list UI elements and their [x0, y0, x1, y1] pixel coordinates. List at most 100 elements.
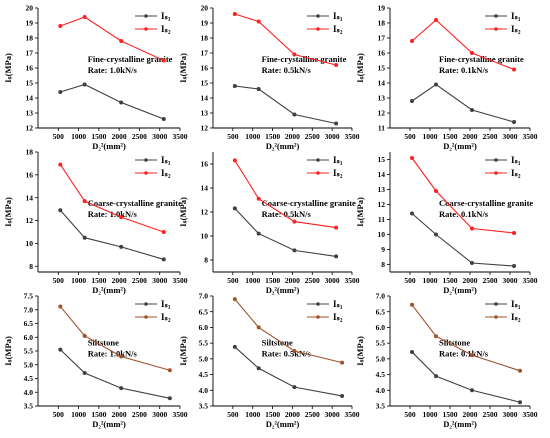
legend-swatch-marker [494, 158, 498, 162]
series-line-2 [59, 164, 164, 233]
legend-swatch-marker [144, 27, 148, 31]
data-point [518, 400, 522, 405]
y-tick-label: 10 [201, 232, 209, 241]
data-point [119, 354, 124, 359]
y-tick-label: 6.0 [376, 323, 386, 332]
x-tick-label: 1500 [91, 132, 106, 141]
y-tick-label: 15 [378, 64, 386, 73]
y-tick-label: 7.0 [376, 292, 386, 301]
data-point [292, 52, 297, 57]
y-tick-label: 5.0 [199, 354, 209, 363]
x-tick-label: 2000 [285, 132, 300, 141]
legend-label: Iₛ₁ [333, 299, 343, 309]
y-tick-label: 4.0 [199, 386, 209, 395]
data-point [161, 58, 166, 63]
y-tick-label: 7.5 [24, 292, 34, 301]
x-tick-label: 500 [404, 410, 416, 419]
data-point [518, 368, 522, 373]
y-tick-label: 13 [378, 185, 386, 194]
x-tick-label: 1000 [245, 276, 260, 285]
x-tick-label: 3500 [523, 410, 538, 419]
y-tick-label: 8 [204, 256, 208, 265]
chart-panel-6: 8 9 10 11 12 13 14 15 500 1000 1500 2000 2500 3000 350… [355, 152, 538, 295]
rock-type-label: Coarse-crystalline granite [262, 198, 356, 208]
y-tick-label: 15 [201, 79, 209, 88]
legend-label: Iₛ₂ [161, 312, 171, 322]
y-tick-label: 19 [26, 19, 34, 28]
data-point [256, 325, 261, 330]
data-point [434, 189, 438, 193]
y-tick-label: 16 [201, 160, 209, 169]
legend-swatch-marker [494, 315, 498, 319]
y-tick-label: 13 [201, 109, 209, 118]
data-point [470, 108, 474, 112]
x-tick-label: 2000 [463, 276, 478, 285]
y-tick-label: 17 [378, 34, 386, 43]
legend-label: Iₛ₁ [161, 155, 171, 165]
x-tick-label: 1000 [423, 132, 438, 141]
series-line-1 [60, 83, 164, 120]
y-tick-label: 5.5 [199, 339, 209, 348]
x-tick-label: 500 [404, 276, 416, 285]
x-tick-label: 3500 [345, 132, 360, 141]
data-point [512, 231, 516, 235]
loading-rate-label: Rate: 0.5kN/s [262, 349, 312, 359]
data-point [512, 120, 516, 124]
legend-swatch-marker [316, 171, 320, 175]
x-tick-label: 2000 [112, 132, 127, 141]
x-tick-label: 1000 [245, 410, 260, 419]
x-tick-label: 1000 [71, 410, 86, 419]
legend-label: Iₛ₁ [161, 299, 171, 309]
y-tick-label: 12 [26, 124, 34, 133]
legend-label: Iₛ₂ [333, 312, 343, 322]
x-tick-label: 1000 [423, 276, 438, 285]
y-tick-label: 18 [26, 148, 34, 157]
y-axis-title: Iₛ(MPa) [3, 53, 13, 83]
legend-label: Iₛ₁ [333, 11, 343, 21]
data-point [232, 12, 237, 16]
series-line-1 [234, 346, 343, 397]
x-tick-label: 2000 [463, 410, 478, 419]
legend-label: Iₛ₁ [511, 11, 521, 21]
y-tick-label: 14 [378, 170, 386, 179]
legend-swatch-marker [144, 302, 148, 306]
x-tick-label: 2500 [483, 410, 498, 419]
x-tick-label: 500 [53, 276, 65, 285]
series-line-2 [234, 160, 337, 229]
legend-label: Iₛ₂ [511, 168, 521, 178]
series-line-2 [411, 157, 515, 234]
data-point [119, 39, 124, 43]
series-line-2 [234, 298, 343, 364]
data-point [58, 304, 63, 309]
chart-panel-3: 11 12 13 14 15 16 17 18 19 500 1000 1500 2000 2500 300… [355, 4, 538, 151]
data-point [470, 353, 474, 358]
data-point [119, 100, 124, 105]
x-axis-title: D₂²(mm²) [443, 141, 477, 151]
data-point [292, 385, 297, 390]
data-point [232, 344, 237, 349]
data-point [470, 261, 474, 265]
loading-rate-label: Rate: 0.1kN/s [439, 209, 489, 219]
y-tick-label: 16 [26, 170, 34, 179]
data-point [334, 254, 339, 259]
x-tick-label: 2000 [463, 132, 478, 141]
y-tick-label: 12 [201, 124, 209, 133]
x-axis-title: D₂²(mm²) [443, 419, 477, 429]
legend-label: Iₛ₁ [511, 155, 521, 165]
series-line-2 [411, 304, 521, 372]
legend-swatch-marker [144, 14, 148, 18]
y-tick-label: 14 [26, 193, 34, 202]
y-tick-label: 14 [201, 184, 209, 193]
loading-rate-label: Rate: 1.0kN/s [88, 349, 138, 359]
x-tick-label: 3500 [523, 276, 538, 285]
legend-swatch-marker [494, 14, 498, 18]
x-axis-title: D₂²(mm²) [443, 285, 477, 295]
y-tick-label: 5.0 [24, 360, 34, 369]
data-point [334, 63, 339, 67]
rock-type-label: Siltstone [262, 338, 293, 348]
chart-panel-9: 3.5 4.0 4.5 5.0 5.5 6.0 6.5 7.0 500 1000 1500 2000 2… [355, 292, 538, 429]
x-tick-label: 2000 [285, 276, 300, 285]
y-tick-label: 4.5 [24, 374, 34, 383]
y-tick-label: 11 [378, 215, 385, 224]
